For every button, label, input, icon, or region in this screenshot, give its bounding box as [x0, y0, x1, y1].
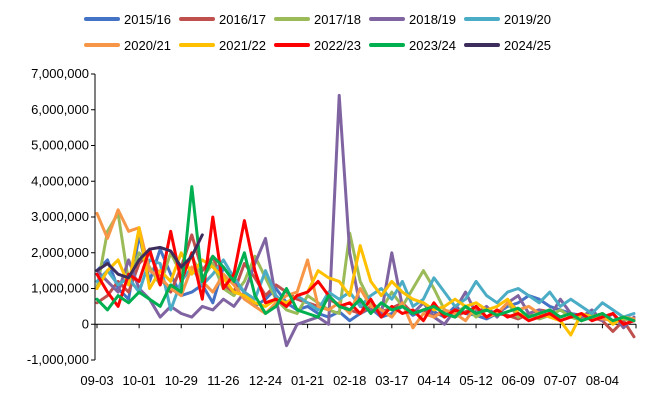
series-line-2021-22 [95, 226, 636, 337]
legend-label: 2017/18 [314, 12, 361, 27]
x-tick-label: 04-14 [417, 373, 450, 388]
y-tick-label: 0 [82, 316, 89, 331]
legend-item-2015-16: 2015/16 [84, 12, 171, 27]
y-tick-label: 5,000,000 [31, 138, 89, 153]
legend-label: 2015/16 [124, 12, 171, 27]
y-axis: -1,000,000 0 1,000,000 2,000,000 3,000,000 4,… [27, 66, 96, 367]
y-tick-label: 1,000,000 [31, 281, 89, 296]
legend-label: 2021/22 [219, 38, 266, 53]
y-tick-label: 3,000,000 [31, 209, 89, 224]
legend-item-2017-18: 2017/18 [274, 12, 361, 27]
series-line-2019-20 [95, 258, 636, 319]
legend-label: 2018/19 [409, 12, 456, 27]
x-tick-label: 08-04 [586, 373, 619, 388]
x-tick-label: 03-17 [375, 373, 408, 388]
series-line-2023-24 [95, 185, 636, 323]
x-tick-label: 10-01 [122, 373, 155, 388]
legend-item-2021-22: 2021/22 [179, 38, 266, 53]
series-line-2024-25 [95, 233, 204, 280]
y-tick-label: 7,000,000 [31, 66, 89, 81]
legend-label: 2023/24 [409, 38, 456, 53]
x-tick-label: 11-26 [207, 373, 239, 388]
x-tick-label: 10-29 [165, 373, 198, 388]
legend-label: 2020/21 [124, 38, 171, 53]
x-axis: 09-03 10-01 10-29 11-26 12-24 01-21 02-18 03-17… [80, 323, 637, 388]
legend-item-2020-21: 2020/21 [84, 38, 171, 53]
x-tick-label: 09-03 [80, 373, 113, 388]
legend-label: 2022/23 [314, 38, 361, 53]
legend-label: 2019/20 [504, 12, 551, 27]
legend-item-2019-20: 2019/20 [464, 12, 551, 27]
legend-item-2024-25: 2024/25 [464, 38, 551, 53]
x-tick-label: 07-07 [544, 373, 577, 388]
x-tick-label: 01-21 [291, 373, 324, 388]
y-tick-label: -1,000,000 [27, 352, 89, 367]
plot-area [95, 93, 636, 348]
legend-item-2016-17: 2016/17 [179, 12, 266, 27]
x-tick-label: 06-09 [502, 373, 535, 388]
x-tick-label: 02-18 [333, 373, 366, 388]
legend-item-2023-24: 2023/24 [369, 38, 456, 53]
y-tick-label: 4,000,000 [31, 173, 89, 188]
legend-label: 2016/17 [219, 12, 266, 27]
legend-item-2018-19: 2018/19 [369, 12, 456, 27]
x-tick-label: 05-12 [459, 373, 492, 388]
y-tick-label: 6,000,000 [31, 102, 89, 117]
legend-item-2022-23: 2022/23 [274, 38, 361, 53]
y-tick-label: 2,000,000 [31, 245, 89, 260]
legend: 2015/16 2016/17 2017/18 2018/19 2019/20 2020/… [84, 12, 551, 53]
legend-label: 2024/25 [504, 38, 551, 53]
x-tick-label: 12-24 [249, 373, 282, 388]
